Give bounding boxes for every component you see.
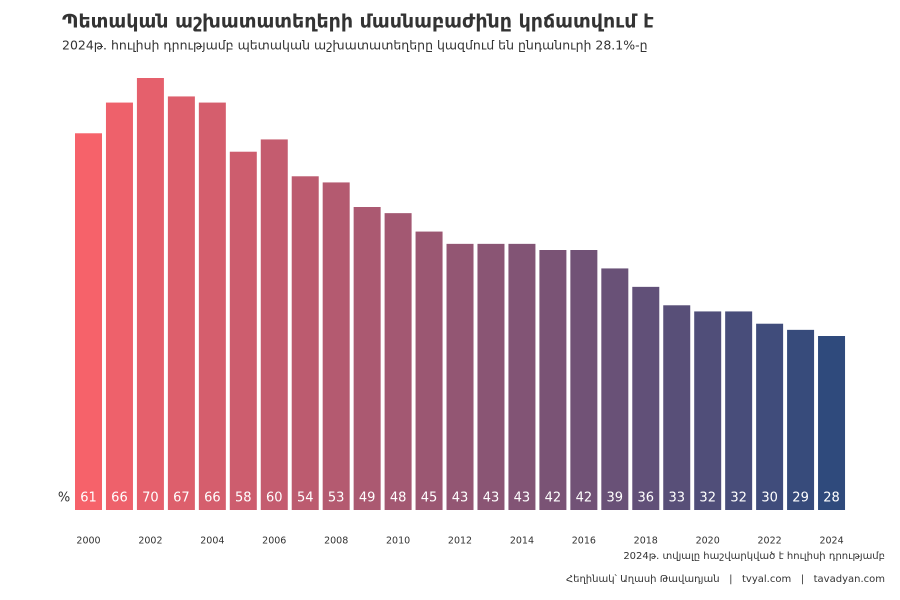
bar: [446, 243, 474, 510]
value-label: 43: [483, 491, 500, 506]
bar: [601, 268, 629, 510]
unit-label: %: [58, 491, 70, 506]
bar: [291, 176, 319, 511]
x-tick-label: 2016: [572, 536, 596, 547]
bar: [353, 207, 381, 510]
bar: [229, 151, 257, 510]
bar: [570, 250, 598, 510]
bar: [322, 182, 350, 510]
bar: [818, 336, 846, 510]
x-tick-label: 2024: [819, 536, 843, 547]
bar: [694, 311, 722, 510]
x-tick-label: 2012: [448, 536, 472, 547]
bar: [632, 286, 660, 510]
value-label: 70: [142, 491, 159, 506]
bar: [539, 250, 567, 510]
value-label: 28: [823, 491, 840, 506]
value-label: 58: [235, 491, 252, 506]
value-label: 60: [266, 491, 283, 506]
x-tick-label: 2022: [758, 536, 782, 547]
value-label: 43: [514, 491, 531, 506]
value-label: 30: [761, 491, 778, 506]
value-label: 49: [359, 491, 376, 506]
x-tick-label: 2020: [696, 536, 720, 547]
bar: [136, 78, 164, 510]
x-tick-label: 2000: [76, 536, 100, 547]
bar: [198, 102, 226, 511]
x-tick-label: 2002: [138, 536, 162, 547]
x-tick-label: 2018: [634, 536, 658, 547]
value-label: 66: [111, 491, 128, 506]
note: 2024թ. տվյալը հաշվարկված է հուլիսի դրութ…: [623, 551, 885, 562]
bar: [75, 133, 102, 511]
bar: [725, 311, 753, 510]
value-label: 67: [173, 491, 190, 506]
value-label: 39: [607, 491, 624, 506]
x-tick-label: 2010: [386, 536, 410, 547]
chart-subtitle: 2024թ. հուլիսի դրությամբ պետական աշխատատ…: [62, 38, 648, 53]
value-label: 54: [297, 491, 314, 506]
value-label: 33: [668, 491, 685, 506]
bar: [415, 231, 443, 511]
value-label: 48: [390, 491, 407, 506]
value-label: 45: [421, 491, 438, 506]
credits: Հեղինակ՝ Աղասի Թավադյան | tvyal.com | ta…: [566, 573, 885, 585]
bar: [167, 96, 195, 510]
x-tick-label: 2008: [324, 536, 348, 547]
value-label: 61: [80, 491, 97, 506]
bar: [384, 213, 412, 510]
value-label: 53: [328, 491, 345, 506]
value-label: 36: [638, 491, 655, 506]
bar: [663, 305, 691, 510]
bar: [756, 323, 784, 510]
value-label: 32: [699, 491, 716, 506]
chart-title: Պետական աշխատատեղերի մասնաբաժինը կրճատվո…: [62, 11, 654, 33]
x-tick-label: 2014: [510, 536, 534, 547]
value-label: 42: [545, 491, 562, 506]
bar: [105, 102, 133, 511]
value-label: 42: [576, 491, 593, 506]
bar: [508, 243, 536, 510]
value-label: 32: [730, 491, 747, 506]
value-label: 66: [204, 491, 221, 506]
x-tick-label: 2006: [262, 536, 286, 547]
bar: [787, 329, 815, 510]
x-tick-label: 2004: [200, 536, 224, 547]
value-label: 29: [792, 491, 809, 506]
bar: [477, 243, 505, 510]
bar: [260, 139, 288, 510]
value-label: 43: [452, 491, 469, 506]
